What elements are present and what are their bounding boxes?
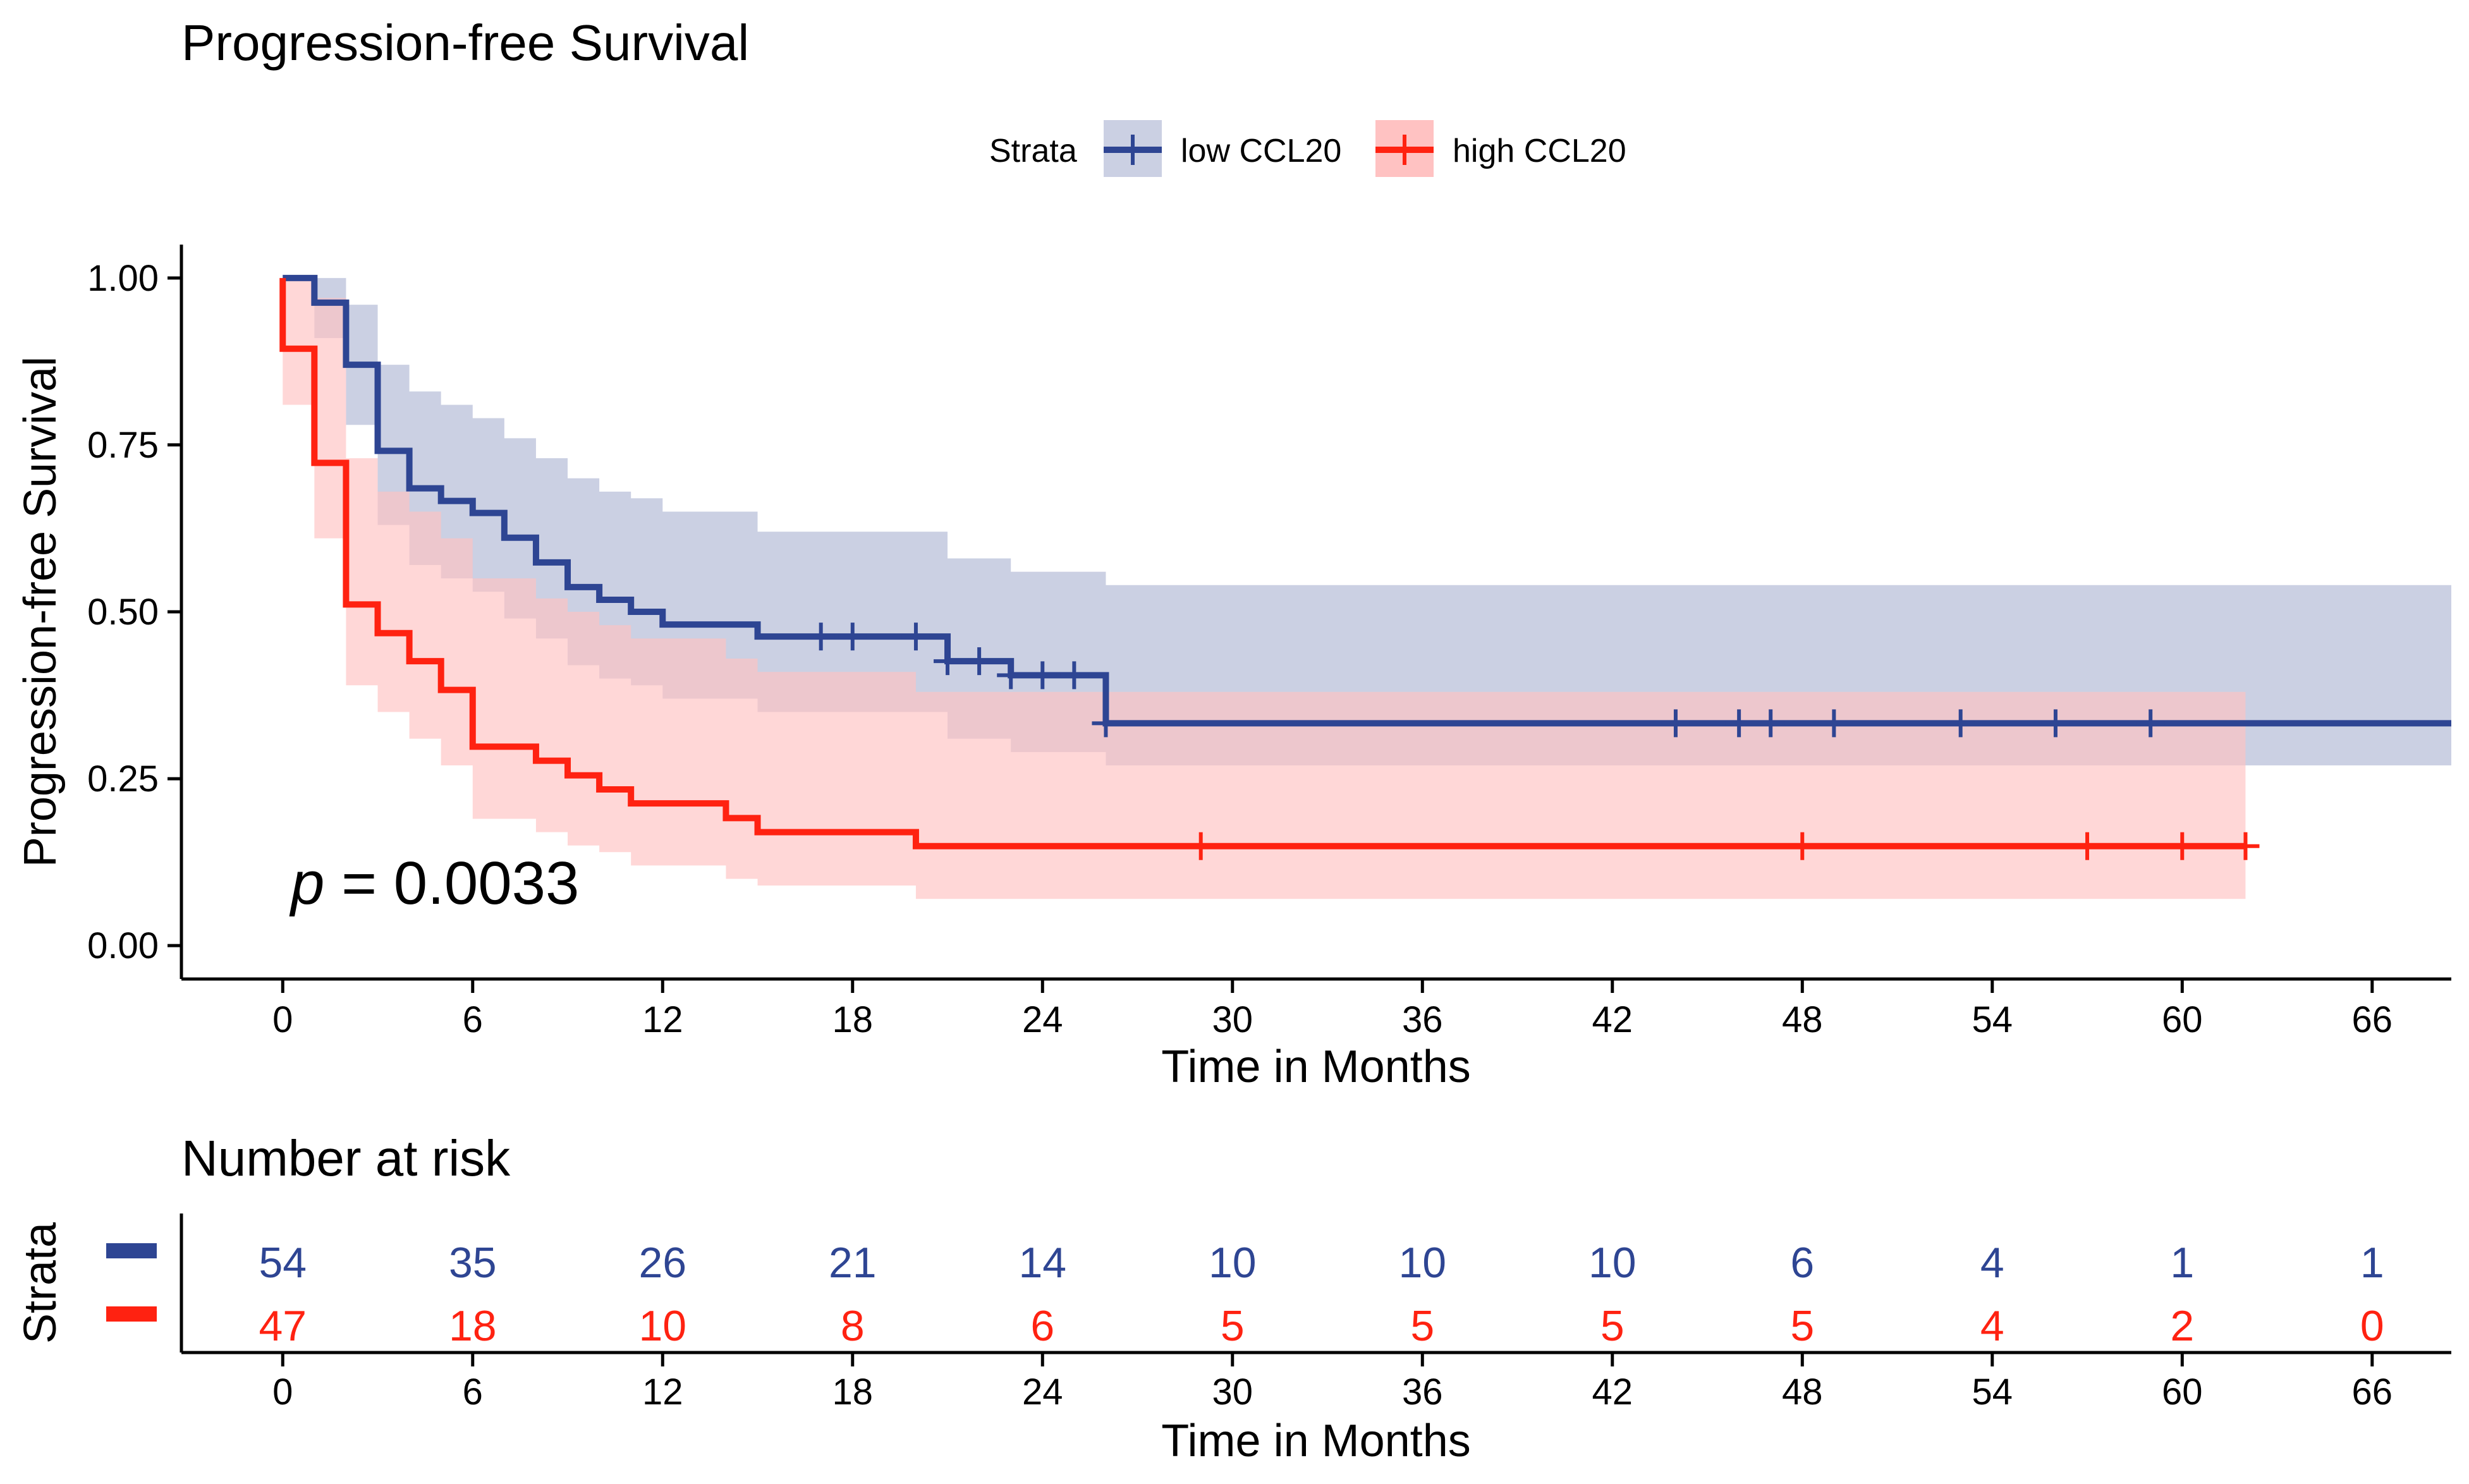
risk-x-tick-label: 30 (1212, 1371, 1253, 1413)
x-axis-ticks: 0 6 12 18 24 30 36 42 48 54 60 66 (272, 979, 2393, 1040)
y-tick-label: 0.75 (87, 425, 159, 466)
risk-x-tick-label: 0 (272, 1371, 293, 1413)
risk-x-tick-label: 24 (1022, 1371, 1063, 1413)
y-tick-label: 0.25 (87, 758, 159, 800)
x-tick-label: 66 (2352, 999, 2393, 1040)
p-value-annotation: p = 0.0033 (289, 849, 579, 917)
risk-x-axis-ticks: 0 6 12 18 24 30 36 42 48 54 60 66 (272, 1353, 2393, 1413)
risk-count-high: 10 (638, 1302, 686, 1350)
x-tick-label: 18 (832, 999, 874, 1040)
chart-title: Progression-free Survival (181, 15, 749, 71)
confidence-band-low (283, 277, 2451, 799)
risk-count-high: 8 (841, 1302, 865, 1350)
risk-count-low: 10 (1588, 1239, 1637, 1287)
risk-count-low: 1 (2360, 1239, 2384, 1287)
risk-x-tick-label: 42 (1592, 1371, 1633, 1413)
risk-x-tick-label: 54 (1972, 1371, 2013, 1413)
risk-count-low: 1 (2170, 1239, 2194, 1287)
x-tick-label: 24 (1022, 999, 1063, 1040)
x-tick-label: 0 (272, 999, 293, 1040)
x-tick-label: 12 (642, 999, 683, 1040)
survival-curve-high (279, 277, 2246, 849)
x-tick-label: 48 (1782, 999, 1823, 1040)
risk-count-high: 4 (1980, 1302, 2004, 1350)
y-tick-label: 0.00 (87, 925, 159, 966)
x-tick-label: 54 (1972, 999, 2013, 1040)
p-value-symbol: p (289, 849, 324, 917)
risk-strata-key-high (106, 1306, 157, 1322)
risk-count-low: 26 (638, 1239, 686, 1287)
x-tick-label: 6 (463, 999, 483, 1040)
x-tick-label: 30 (1212, 999, 1253, 1040)
confidence-band-high (283, 277, 2246, 899)
risk-count-high: 18 (449, 1302, 497, 1350)
y-axis-ticks: 0.00 0.25 0.50 0.75 1.00 (87, 258, 181, 966)
risk-count-low: 21 (829, 1239, 877, 1287)
confidence-bands (283, 277, 2451, 899)
censor-marks (807, 623, 2260, 860)
legend-label-low-ccl20: low CCL20 (1181, 133, 1341, 169)
risk-table: Number at risk Strata 54 35 26 21 14 10 10 10 6 4… (15, 1130, 2451, 1466)
x-tick-label: 42 (1592, 999, 1633, 1040)
risk-count-high: 5 (1600, 1302, 1625, 1350)
legend-item-high-ccl20: high CCL20 (1375, 120, 1626, 177)
risk-x-tick-label: 18 (832, 1371, 874, 1413)
risk-count-high: 47 (259, 1302, 307, 1350)
risk-count-low: 54 (259, 1239, 307, 1287)
risk-x-axis-label: Time in Months (1161, 1416, 1470, 1466)
risk-y-axis-label: Strata (15, 1222, 66, 1344)
y-tick-label: 0.50 (87, 592, 159, 633)
risk-count-low: 35 (449, 1239, 497, 1287)
risk-count-low: 4 (1980, 1239, 2004, 1287)
risk-x-tick-label: 60 (2162, 1371, 2203, 1413)
risk-count-high: 5 (1790, 1302, 1814, 1350)
risk-count-high: 5 (1221, 1302, 1245, 1350)
legend-title: Strata (989, 133, 1077, 169)
x-axis-label: Time in Months (1161, 1042, 1470, 1092)
y-tick-label: 1.00 (87, 258, 159, 299)
risk-table-title: Number at risk (181, 1130, 511, 1186)
legend-item-low-ccl20: low CCL20 (1104, 120, 1341, 177)
risk-strata-key-low (106, 1243, 157, 1258)
p-value-text: = 0.0033 (324, 849, 579, 917)
legend-label-high-ccl20: high CCL20 (1453, 133, 1626, 169)
legend: Strata low CCL20 high CCL20 (989, 120, 1626, 177)
risk-count-high: 0 (2360, 1302, 2384, 1350)
x-tick-label: 36 (1402, 999, 1443, 1040)
risk-count-high: 6 (1030, 1302, 1054, 1350)
risk-count-low: 10 (1209, 1239, 1257, 1287)
risk-count-low: 6 (1790, 1239, 1814, 1287)
risk-count-low: 14 (1018, 1239, 1066, 1287)
risk-x-tick-label: 66 (2352, 1371, 2393, 1413)
plot-area: 0.00 0.25 0.50 0.75 1.00 0 6 12 18 24 30 36 42 48 54 6… (15, 245, 2451, 1092)
risk-x-tick-label: 6 (463, 1371, 483, 1413)
risk-x-tick-label: 48 (1782, 1371, 1823, 1413)
risk-table-cells: 54 35 26 21 14 10 10 10 6 4 1 147 18 10 8 6 5 5 5 5 4 2 0 (259, 1239, 2384, 1350)
risk-count-high: 2 (2170, 1302, 2194, 1350)
risk-count-high: 5 (1410, 1302, 1434, 1350)
y-axis-label: Progression-free Survival (15, 356, 66, 867)
risk-x-tick-label: 36 (1402, 1371, 1443, 1413)
x-tick-label: 60 (2162, 999, 2203, 1040)
risk-x-tick-label: 12 (642, 1371, 683, 1413)
risk-count-low: 10 (1398, 1239, 1446, 1287)
